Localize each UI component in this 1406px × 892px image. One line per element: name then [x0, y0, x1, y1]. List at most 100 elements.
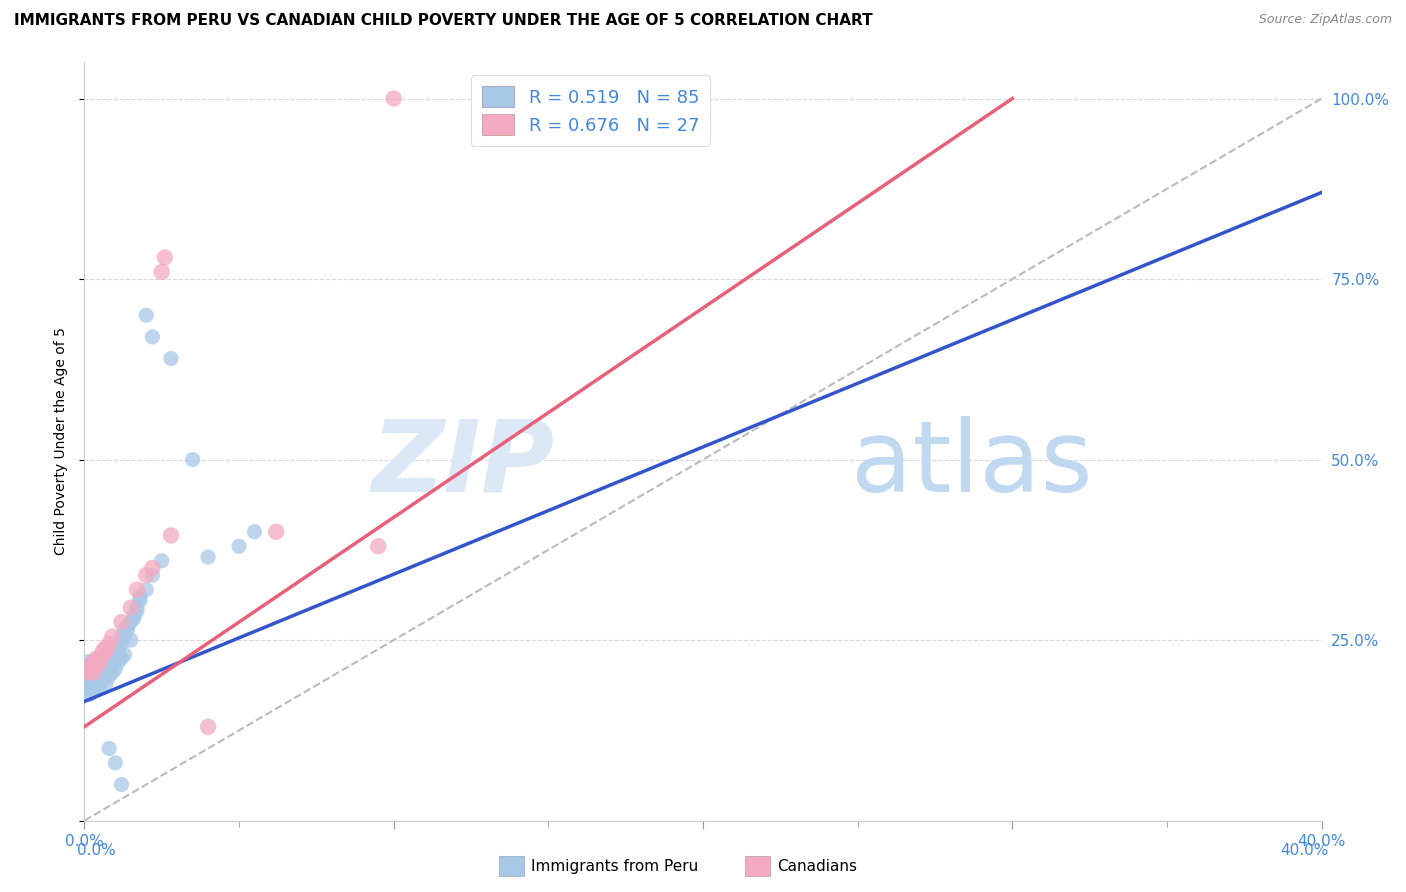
Point	[79, 669, 101, 683]
Point	[135, 308, 157, 322]
Point	[135, 582, 157, 597]
Point	[120, 633, 142, 648]
Point	[91, 648, 114, 662]
Point	[135, 568, 157, 582]
Point	[114, 648, 136, 662]
Point	[98, 655, 121, 669]
Point	[76, 665, 98, 680]
Point	[264, 524, 287, 539]
Point	[120, 615, 142, 629]
Point	[86, 665, 108, 680]
Point	[89, 662, 111, 676]
Point	[76, 662, 98, 676]
Point	[86, 658, 108, 673]
Point	[129, 593, 152, 607]
Point	[150, 554, 173, 568]
Point	[141, 561, 163, 575]
Point	[94, 658, 117, 673]
Point	[79, 658, 101, 673]
Point	[101, 655, 124, 669]
Y-axis label: Child Poverty Under the Age of 5: Child Poverty Under the Age of 5	[55, 327, 69, 556]
Point	[141, 568, 163, 582]
Point	[104, 756, 127, 770]
Point	[243, 524, 266, 539]
Point	[86, 655, 108, 669]
Point	[98, 662, 121, 676]
Point	[89, 680, 111, 694]
Point	[91, 673, 114, 687]
Legend: R = 0.519   N = 85, R = 0.676   N = 27: R = 0.519 N = 85, R = 0.676 N = 27	[471, 75, 710, 146]
Point	[91, 655, 114, 669]
Point	[104, 662, 127, 676]
Point	[86, 680, 108, 694]
Point	[83, 669, 105, 683]
Point	[89, 655, 111, 669]
Point	[153, 251, 176, 265]
Point	[86, 662, 108, 676]
Point	[197, 720, 219, 734]
Point	[79, 669, 101, 683]
Point	[107, 644, 129, 658]
Point	[367, 539, 389, 553]
Point	[79, 665, 101, 680]
Point	[160, 351, 183, 366]
Point	[76, 680, 98, 694]
Point	[94, 655, 117, 669]
Point	[129, 590, 152, 604]
Point	[76, 687, 98, 701]
Point	[76, 655, 98, 669]
Point	[83, 673, 105, 687]
Point	[98, 637, 121, 651]
Point	[86, 651, 108, 665]
Point	[89, 669, 111, 683]
Text: 40.0%: 40.0%	[1281, 844, 1329, 858]
Point	[98, 741, 121, 756]
Point	[117, 618, 139, 632]
Point	[181, 452, 204, 467]
Point	[83, 676, 105, 690]
Bar	[745, 856, 770, 876]
Point	[83, 658, 105, 673]
Point	[94, 640, 117, 655]
Bar	[499, 856, 524, 876]
Point	[122, 607, 145, 622]
Point	[79, 662, 101, 676]
Point	[110, 630, 132, 644]
Point	[94, 662, 117, 676]
Text: ZIP: ZIP	[371, 416, 554, 513]
Point	[110, 637, 132, 651]
Point	[91, 662, 114, 676]
Point	[160, 528, 183, 542]
Point	[79, 662, 101, 676]
Point	[101, 665, 124, 680]
Text: IMMIGRANTS FROM PERU VS CANADIAN CHILD POVERTY UNDER THE AGE OF 5 CORRELATION CH: IMMIGRANTS FROM PERU VS CANADIAN CHILD P…	[14, 13, 873, 29]
Point	[91, 658, 114, 673]
Text: Source: ZipAtlas.com: Source: ZipAtlas.com	[1258, 13, 1392, 27]
Point	[107, 640, 129, 655]
Point	[91, 665, 114, 680]
Text: atlas: atlas	[852, 416, 1092, 513]
Point	[94, 665, 117, 680]
Point	[125, 582, 148, 597]
Point	[94, 644, 117, 658]
Point	[122, 611, 145, 625]
Point	[89, 658, 111, 673]
Point	[104, 651, 127, 665]
Point	[101, 630, 124, 644]
Point	[98, 669, 121, 683]
Point	[101, 651, 124, 665]
Point	[101, 658, 124, 673]
Point	[117, 622, 139, 636]
Text: 0.0%: 0.0%	[77, 844, 117, 858]
Point	[228, 539, 250, 553]
Point	[125, 604, 148, 618]
Text: Immigrants from Peru: Immigrants from Peru	[531, 859, 699, 873]
Point	[110, 778, 132, 792]
Point	[107, 655, 129, 669]
Point	[382, 91, 405, 105]
Point	[197, 550, 219, 565]
Point	[83, 665, 105, 680]
Point	[83, 683, 105, 698]
Point	[79, 687, 101, 701]
Point	[110, 615, 132, 629]
